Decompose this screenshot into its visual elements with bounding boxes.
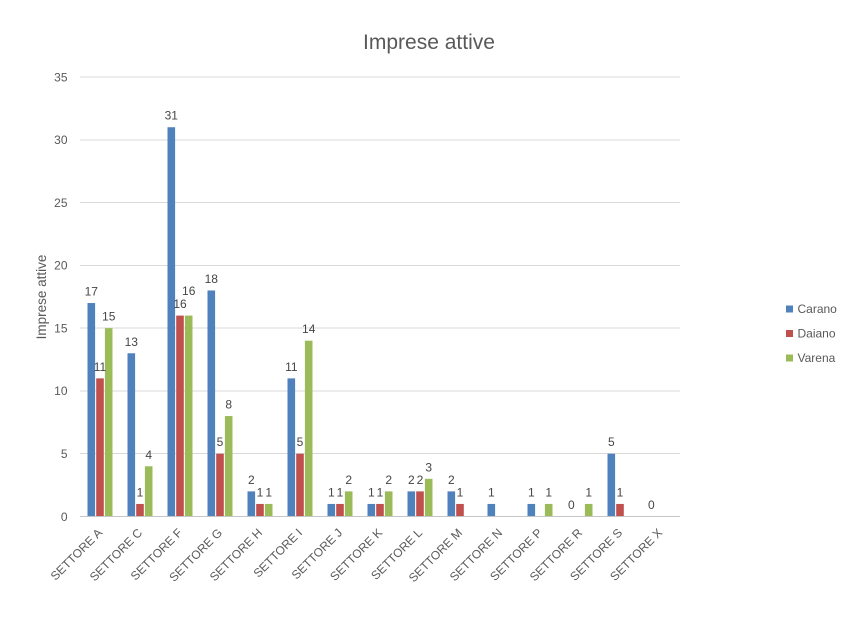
- svg-text:16: 16: [182, 284, 196, 298]
- svg-text:Imprese attive: Imprese attive: [34, 255, 49, 340]
- svg-text:1: 1: [257, 485, 264, 499]
- svg-text:5: 5: [297, 435, 304, 449]
- svg-text:13: 13: [125, 335, 139, 349]
- svg-text:2: 2: [345, 473, 352, 487]
- svg-text:1: 1: [528, 485, 535, 499]
- svg-text:5: 5: [608, 435, 615, 449]
- svg-text:4: 4: [145, 448, 152, 462]
- svg-text:31: 31: [165, 109, 179, 123]
- svg-text:3: 3: [425, 460, 432, 474]
- svg-text:1: 1: [377, 485, 384, 499]
- svg-text:16: 16: [173, 297, 187, 311]
- svg-text:5: 5: [61, 447, 68, 461]
- svg-text:Imprese attive: Imprese attive: [363, 31, 495, 54]
- svg-text:1: 1: [368, 485, 375, 499]
- svg-text:15: 15: [54, 321, 68, 335]
- svg-text:0: 0: [648, 498, 655, 512]
- svg-text:Daiano: Daiano: [798, 327, 836, 341]
- svg-text:18: 18: [205, 272, 219, 286]
- svg-text:2: 2: [408, 473, 415, 487]
- svg-text:0: 0: [61, 510, 68, 524]
- svg-text:15: 15: [102, 310, 116, 324]
- svg-text:1: 1: [585, 485, 592, 499]
- svg-text:1: 1: [457, 485, 464, 499]
- svg-text:1: 1: [337, 485, 344, 499]
- svg-text:8: 8: [225, 398, 232, 412]
- svg-text:2: 2: [448, 473, 455, 487]
- svg-text:5: 5: [217, 435, 224, 449]
- svg-text:14: 14: [302, 322, 316, 336]
- svg-text:30: 30: [54, 133, 68, 147]
- svg-text:11: 11: [94, 360, 107, 374]
- svg-text:11: 11: [285, 360, 298, 374]
- svg-text:1: 1: [545, 485, 552, 499]
- svg-text:1: 1: [488, 485, 495, 499]
- svg-text:25: 25: [54, 196, 68, 210]
- svg-text:1: 1: [265, 485, 272, 499]
- svg-text:20: 20: [54, 259, 68, 273]
- svg-text:0: 0: [568, 498, 575, 512]
- svg-text:10: 10: [54, 384, 68, 398]
- svg-text:2: 2: [385, 473, 392, 487]
- svg-text:1: 1: [328, 485, 335, 499]
- svg-text:2: 2: [248, 473, 255, 487]
- svg-text:2: 2: [417, 473, 424, 487]
- svg-text:17: 17: [85, 285, 99, 299]
- svg-text:1: 1: [137, 485, 144, 499]
- svg-text:1: 1: [617, 485, 624, 499]
- svg-text:35: 35: [54, 70, 68, 84]
- svg-text:Carano: Carano: [798, 302, 838, 316]
- svg-text:Varena: Varena: [798, 351, 836, 365]
